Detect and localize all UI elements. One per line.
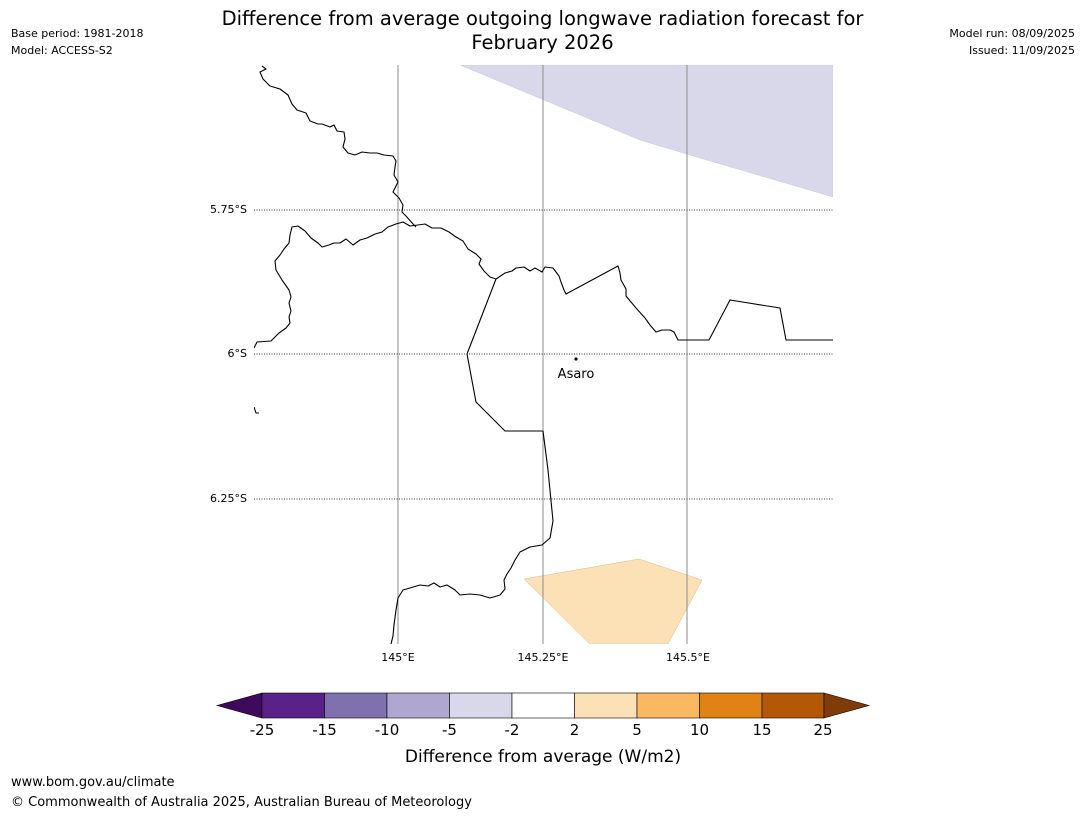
colorbar-segment-4 [449, 692, 513, 719]
lon-label-145e: 145°E [381, 651, 414, 664]
map-title: Difference from average outgoing longwav… [0, 7, 1085, 55]
colorbar-extend-high [823, 692, 871, 719]
issued-text: Issued: 11/09/2025 [968, 44, 1075, 57]
colorbar-ticks: -25 -15 -10 -5 -2 2 5 10 15 25 [250, 721, 833, 739]
colorbar-tick: 15 [752, 721, 771, 739]
boundary-fragment [254, 406, 259, 414]
colorbar-tick: -15 [312, 721, 337, 739]
boundary-north-west [259, 65, 417, 228]
model-run-text: Model run: 08/09/2025 [949, 27, 1075, 40]
colorbar-label: Difference from average (W/m2) [405, 747, 681, 767]
asaro-marker [574, 357, 578, 361]
colorbar-tick: 10 [690, 721, 709, 739]
title-line-2: February 2026 [471, 31, 614, 54]
colorbar-segment-2 [324, 692, 388, 719]
footer-url[interactable]: www.bom.gov.au/climate [11, 775, 175, 790]
boundary-south [390, 278, 554, 644]
colorbar-segment-1 [261, 692, 325, 719]
colorbar-segment-9 [761, 692, 825, 719]
colorbar-segment-7 [636, 692, 700, 719]
map-area [254, 65, 833, 644]
lat-label-5-75s: 5.75°S [210, 203, 247, 216]
asaro-label: Asaro [558, 367, 595, 382]
colorbar-tick: -5 [442, 721, 457, 739]
footer-copyright: © Commonwealth of Australia 2025, Austra… [11, 795, 472, 810]
title-line-1: Difference from average outgoing longwav… [221, 7, 864, 30]
positive-anomaly-area [523, 558, 703, 644]
colorbar-segment-6 [574, 692, 638, 719]
base-period-text: Base period: 1981-2018 [11, 27, 144, 40]
colorbar-tick: 2 [570, 721, 580, 739]
colorbar-segment-8 [699, 692, 763, 719]
colorbar-tick: -2 [505, 721, 520, 739]
colorbar-tick: 5 [632, 721, 642, 739]
lat-label-6-25s: 6.25°S [210, 492, 247, 505]
lon-label-145-5e: 145.5°E [666, 651, 710, 664]
colorbar [215, 692, 871, 719]
negative-anomaly-area [459, 65, 833, 198]
boundary-lines [254, 65, 833, 644]
lat-label-6s: 6°S [228, 347, 247, 360]
colorbar-tick: 25 [813, 721, 832, 739]
boundary-central [254, 221, 833, 349]
colorbar-tick: -10 [375, 721, 400, 739]
colorbar-segment-3 [386, 692, 450, 719]
colorbar-segment-5 [511, 692, 575, 719]
lon-label-145-25e: 145.25°E [518, 651, 569, 664]
model-text: Model: ACCESS-S2 [11, 44, 113, 57]
colorbar-tick: -25 [250, 721, 275, 739]
colorbar-extend-low [215, 692, 263, 719]
